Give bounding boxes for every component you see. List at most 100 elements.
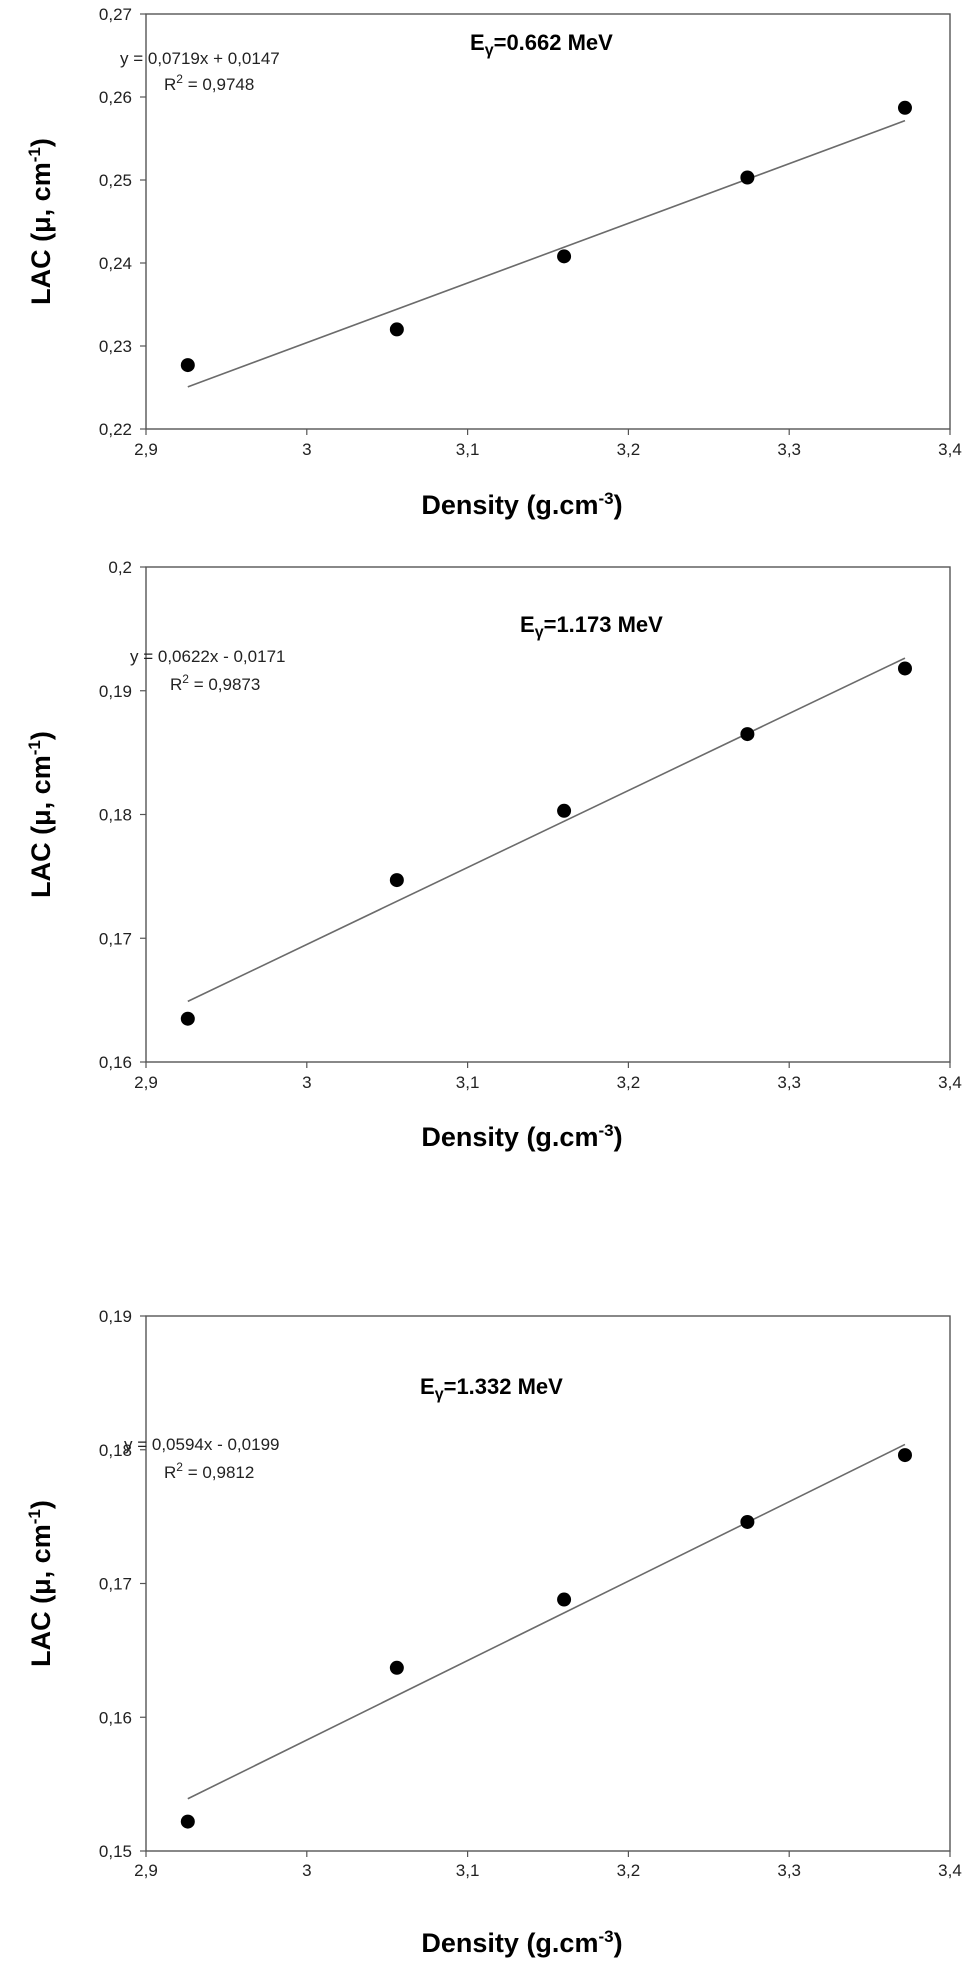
energy-subscript: γ <box>485 42 494 59</box>
data-point <box>897 100 912 115</box>
x-tick-label: 3,4 <box>938 1073 962 1092</box>
x-tick-label: 3,1 <box>456 1861 480 1880</box>
x-tick-label: 3,2 <box>617 440 641 459</box>
data-point <box>740 727 755 742</box>
y-axis-title: LAC (μ, cm-1) <box>25 1500 56 1667</box>
data-point <box>557 249 572 264</box>
x-axis-title-sup: -3 <box>598 489 613 508</box>
x-axis-title-text: Density (g.cm <box>421 1122 598 1152</box>
x-axis-title-end: ) <box>614 490 623 520</box>
x-tick-label: 3,1 <box>456 440 480 459</box>
r2-superscript: 2 <box>176 1460 183 1474</box>
plot-frame <box>145 13 951 430</box>
plot-frame <box>145 566 951 1063</box>
x-tick-label: 2,9 <box>134 1073 158 1092</box>
x-tick-label: 3,3 <box>777 440 801 459</box>
energy-value: =0.662 MeV <box>494 30 614 55</box>
energy-subscript: γ <box>435 1386 444 1403</box>
data-point <box>557 1592 572 1607</box>
regression-equation: y = 0,0594x - 0,0199 <box>124 1435 279 1454</box>
x-tick-label: 3,4 <box>938 440 962 459</box>
data-point <box>389 1660 404 1675</box>
x-tick-label: 2,9 <box>134 440 158 459</box>
trendline <box>187 1443 906 1800</box>
y-axis-title-sup: -1 <box>25 1509 44 1524</box>
y-tick-label: 0,2 <box>108 558 132 577</box>
x-axis-title-sup: -3 <box>598 1121 613 1140</box>
x-tick-label: 3 <box>302 1861 311 1880</box>
y-tick-label: 0,15 <box>99 1842 132 1861</box>
r2-value: = 0,9748 <box>183 75 254 94</box>
y-tick-label: 0,27 <box>99 5 132 24</box>
data-point <box>389 873 404 888</box>
chart-panel-1: 2,9 3 3,1 3,2 3,3 3,4 0,22 0,23 0,24 0,25 0,26 0,27… <box>25 5 962 520</box>
energy-subscript: γ <box>535 624 544 641</box>
x-axis-title: Density (g.cm-3) <box>421 1121 622 1152</box>
x-axis-title: Density (g.cm-3) <box>421 1927 622 1958</box>
energy-value: =1.173 MeV <box>544 612 664 637</box>
y-tick-label: 0,18 <box>99 806 132 825</box>
x-axis-title-end: ) <box>614 1122 623 1152</box>
x-axis-title-text: Density (g.cm <box>421 1928 598 1958</box>
y-tick-label: 0,19 <box>99 682 132 701</box>
energy-label: Eγ=1.332 MeV <box>420 1374 563 1403</box>
r-squared: R2 = 0,9748 <box>164 72 254 94</box>
y-axis-title-end: ) <box>26 138 56 147</box>
x-axis-title-sup: -3 <box>598 1927 613 1946</box>
y-tick-label: 0,17 <box>99 1575 132 1594</box>
x-axis-title-end: ) <box>614 1928 623 1958</box>
data-point <box>740 170 755 185</box>
x-tick-label: 3,3 <box>777 1073 801 1092</box>
r2-symbol: R <box>164 1463 176 1482</box>
x-tick-label: 3,3 <box>777 1861 801 1880</box>
r2-value: = 0,9812 <box>183 1463 254 1482</box>
r2-symbol: R <box>164 75 176 94</box>
y-axis-title-text: LAC (μ, cm <box>26 162 56 305</box>
y-tick-label: 0,23 <box>99 337 132 356</box>
chart-panel-3: 2,9 3 3,1 3,2 3,3 3,4 0,15 0,16 0,17 0,18 0,19 Eγ=1… <box>25 1307 962 1958</box>
y-tick-label: 0,25 <box>99 171 132 190</box>
y-tick-label: 0,16 <box>99 1708 132 1727</box>
y-axis-title-text: LAC (μ, cm <box>26 1524 56 1667</box>
data-point <box>389 322 404 337</box>
r2-value: = 0,9873 <box>189 675 260 694</box>
data-point <box>897 661 912 676</box>
r2-symbol: R <box>170 675 182 694</box>
trendline <box>187 657 906 1003</box>
y-axis-title: LAC (μ, cm-1) <box>25 138 56 305</box>
energy-symbol: E <box>520 612 535 637</box>
regression-equation: y = 0,0719x + 0,0147 <box>120 49 280 68</box>
y-tick-label: 0,19 <box>99 1307 132 1326</box>
y-tick-label: 0,16 <box>99 1053 132 1072</box>
x-tick-label: 3,2 <box>617 1073 641 1092</box>
y-tick-label: 0,17 <box>99 929 132 948</box>
y-axis-title-text: LAC (μ, cm <box>26 755 56 898</box>
y-tick-label: 0,26 <box>99 88 132 107</box>
x-tick-label: 2,9 <box>134 1861 158 1880</box>
x-tick-label: 3 <box>302 1073 311 1092</box>
r2-superscript: 2 <box>182 672 189 686</box>
x-tick-label: 3,4 <box>938 1861 962 1880</box>
r2-superscript: 2 <box>176 72 183 86</box>
y-axis-title-end: ) <box>26 1500 56 1509</box>
x-axis-title: Density (g.cm-3) <box>421 489 622 520</box>
data-point <box>897 1448 912 1463</box>
regression-equation: y = 0,0622x - 0,0171 <box>130 647 285 666</box>
x-tick-label: 3 <box>302 440 311 459</box>
data-point <box>180 358 195 373</box>
energy-symbol: E <box>420 1374 435 1399</box>
data-point <box>557 803 572 818</box>
energy-symbol: E <box>470 30 485 55</box>
y-axis-title-sup: -1 <box>25 147 44 162</box>
x-tick-label: 3,1 <box>456 1073 480 1092</box>
y-tick-label: 0,18 <box>99 1441 132 1460</box>
energy-label: Eγ=0.662 MeV <box>470 30 613 59</box>
energy-label: Eγ=1.173 MeV <box>520 612 663 641</box>
r-squared: R2 = 0,9873 <box>170 672 260 694</box>
y-tick-label: 0,24 <box>99 254 132 273</box>
y-axis-title: LAC (μ, cm-1) <box>25 731 56 898</box>
data-point <box>740 1514 755 1529</box>
y-tick-label: 0,22 <box>99 420 132 439</box>
data-point <box>180 1011 195 1026</box>
